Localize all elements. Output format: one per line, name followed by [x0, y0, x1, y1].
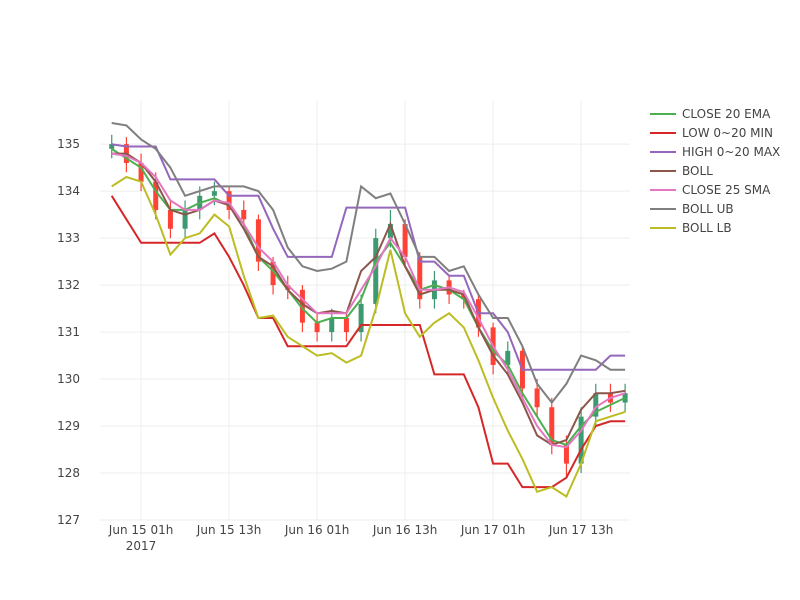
candle-body — [241, 209, 247, 220]
candle-body — [270, 261, 276, 286]
legend-label: BOLL LB — [682, 221, 732, 235]
candle-body — [138, 162, 144, 182]
candle-body — [417, 256, 423, 300]
y-tick-label: 130 — [57, 372, 80, 386]
candle-body — [549, 407, 555, 445]
x-tick-label: Jun 16 01h — [284, 523, 350, 537]
candle-body — [314, 322, 320, 333]
legend-label: HIGH 0~20 MAX — [682, 145, 780, 159]
indicator-line — [111, 152, 626, 446]
candle-body — [563, 444, 569, 464]
x-tick-label: Jun 15 01h 2017 — [108, 523, 174, 553]
y-tick-label: 135 — [57, 137, 80, 151]
legend-label: BOLL — [682, 164, 713, 178]
indicator-line — [110, 195, 626, 489]
candle-body — [255, 219, 261, 262]
y-tick-label: 132 — [57, 278, 80, 292]
legend-label: BOLL UB — [682, 202, 734, 216]
candle-body — [534, 388, 540, 408]
candle-body — [226, 191, 232, 210]
candle-body — [593, 393, 599, 417]
legend-label: CLOSE 25 SMA — [682, 183, 771, 197]
x-tick-label: Jun 17 13h — [548, 523, 614, 537]
legend-label: LOW 0~20 MIN — [682, 126, 773, 140]
y-tick-label: 134 — [57, 184, 80, 198]
candle-body — [167, 209, 173, 229]
x-tick-label: Jun 16 13h — [372, 523, 438, 537]
candle-body — [109, 144, 115, 149]
y-tick-label: 128 — [57, 466, 80, 480]
candle-body — [358, 303, 364, 333]
indicator-line — [111, 148, 626, 446]
candle-body — [578, 416, 584, 464]
y-tick-label: 131 — [57, 325, 80, 339]
candle-body — [153, 181, 159, 210]
y-tick-label: 127 — [57, 513, 80, 527]
indicator-line — [111, 175, 626, 498]
candle-body — [299, 289, 305, 323]
legend-label: CLOSE 20 EMA — [682, 107, 771, 121]
candle-body — [182, 209, 188, 229]
x-tick-label: Jun 15 13h — [196, 523, 262, 537]
candle-body — [373, 238, 379, 304]
candle-body — [211, 191, 217, 196]
indicator-line — [111, 143, 626, 371]
candle-body — [505, 350, 511, 365]
y-tick-label: 133 — [57, 231, 80, 245]
y-tick-label: 129 — [57, 419, 80, 433]
indicator-line — [111, 152, 626, 449]
candle-body — [343, 317, 349, 333]
candle-body — [387, 224, 393, 239]
indicator-line — [111, 122, 626, 405]
candle-body — [402, 224, 408, 257]
candle-body — [285, 285, 291, 290]
candle-body — [329, 317, 335, 333]
x-tick-label: Jun 17 01h — [460, 523, 526, 537]
candle-body — [622, 393, 628, 403]
